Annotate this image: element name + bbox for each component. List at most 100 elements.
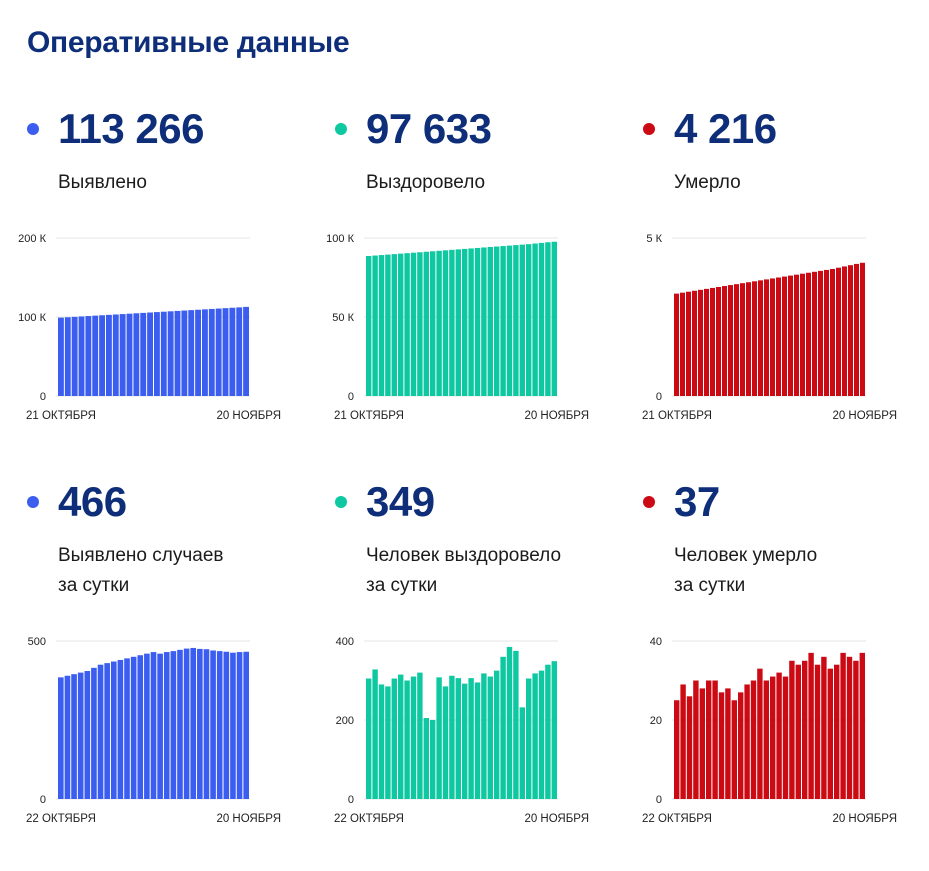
bar (92, 315, 99, 396)
bar (436, 677, 442, 799)
bar (686, 291, 691, 396)
bar (744, 684, 750, 799)
stat-label: Выздоровело (366, 172, 486, 193)
bar (410, 252, 417, 396)
bar (230, 652, 236, 799)
bar (706, 680, 712, 799)
bar (215, 308, 222, 396)
bar (782, 276, 787, 396)
bar (740, 283, 745, 396)
bar (532, 243, 538, 396)
bar-chart: 0 100 К 200 К 21 ОКТЯБРЯ 20 НОЯБРЯ (18, 233, 281, 422)
bar (474, 682, 481, 799)
bar (860, 262, 865, 396)
bar (147, 312, 153, 396)
bar (202, 309, 208, 396)
bar (223, 651, 230, 799)
x-start-label: 22 ОКТЯБРЯ (334, 813, 404, 825)
bar (686, 696, 693, 799)
bar (455, 249, 461, 396)
bar (378, 255, 385, 396)
y-tick-label: 500 (28, 636, 46, 648)
bar (462, 248, 468, 396)
bar (163, 652, 170, 799)
bar (746, 282, 751, 396)
bar (366, 256, 372, 396)
bar (763, 680, 769, 799)
bar (130, 656, 137, 799)
bar (830, 268, 835, 396)
bar (85, 316, 92, 396)
bar (58, 317, 64, 396)
bar-chart: 0 20 40 22 ОКТЯБРЯ 20 НОЯБРЯ (642, 636, 897, 825)
bar (712, 680, 718, 799)
bar (764, 279, 769, 396)
bar (718, 692, 725, 799)
x-end-label: 20 НОЯБРЯ (832, 813, 897, 825)
bar (117, 659, 124, 799)
bar (827, 668, 833, 799)
green-dot-icon (335, 496, 347, 508)
bar (506, 245, 513, 396)
bar (722, 286, 727, 396)
bar (800, 273, 805, 396)
bar (532, 673, 538, 799)
bar (77, 672, 84, 799)
stat-label: Умерло (674, 172, 741, 193)
bar (806, 272, 811, 396)
bar (181, 310, 188, 396)
bar (693, 680, 699, 799)
bar (538, 242, 545, 396)
bar-chart: 0 500 22 ОКТЯБРЯ 20 НОЯБРЯ (26, 636, 281, 825)
bar (494, 246, 500, 396)
bar (157, 653, 163, 799)
bar (417, 252, 423, 396)
bar (78, 316, 85, 396)
bar (734, 284, 739, 396)
bar (423, 251, 429, 396)
bar (674, 700, 680, 799)
y-tick-label: 200 (336, 715, 354, 727)
bar (776, 672, 782, 799)
bar (174, 310, 181, 396)
y-tick-label: 400 (336, 636, 354, 648)
stat-value: 466 (58, 478, 127, 525)
bar (462, 683, 468, 799)
x-start-label: 21 ОКТЯБРЯ (26, 410, 96, 422)
bar (814, 664, 821, 799)
y-tick-label: 100 К (326, 233, 354, 245)
bar (167, 311, 174, 396)
y-tick-label: 200 К (18, 233, 46, 245)
bar (468, 248, 474, 396)
bar (519, 707, 525, 799)
bar (519, 244, 525, 396)
bar (699, 688, 705, 799)
stat-value: 4 216 (674, 105, 777, 152)
x-start-label: 22 ОКТЯБРЯ (26, 813, 96, 825)
bar (137, 655, 144, 799)
x-end-label: 20 НОЯБРЯ (524, 410, 589, 422)
stat-label: Выявлено (58, 172, 147, 193)
bar (468, 678, 474, 799)
bar (243, 651, 249, 799)
bar (692, 290, 697, 396)
bar (551, 241, 557, 396)
bar (846, 656, 853, 799)
bar (506, 646, 513, 799)
bar (513, 650, 519, 799)
bar (449, 675, 455, 799)
bar (64, 675, 71, 799)
bar (229, 307, 236, 396)
bar (236, 652, 243, 799)
bar (208, 308, 215, 396)
bar (716, 286, 721, 396)
bar (449, 249, 455, 396)
stat-value: 97 633 (366, 105, 492, 152)
stat-label: Человек выздоровело (366, 545, 562, 566)
red-dot-icon (643, 496, 655, 508)
bar (842, 266, 847, 396)
bar (84, 671, 91, 799)
bar-chart: 0 50 К 100 К 21 ОКТЯБРЯ 20 НОЯБРЯ (326, 233, 589, 422)
bar (133, 313, 140, 396)
bar (545, 664, 551, 799)
